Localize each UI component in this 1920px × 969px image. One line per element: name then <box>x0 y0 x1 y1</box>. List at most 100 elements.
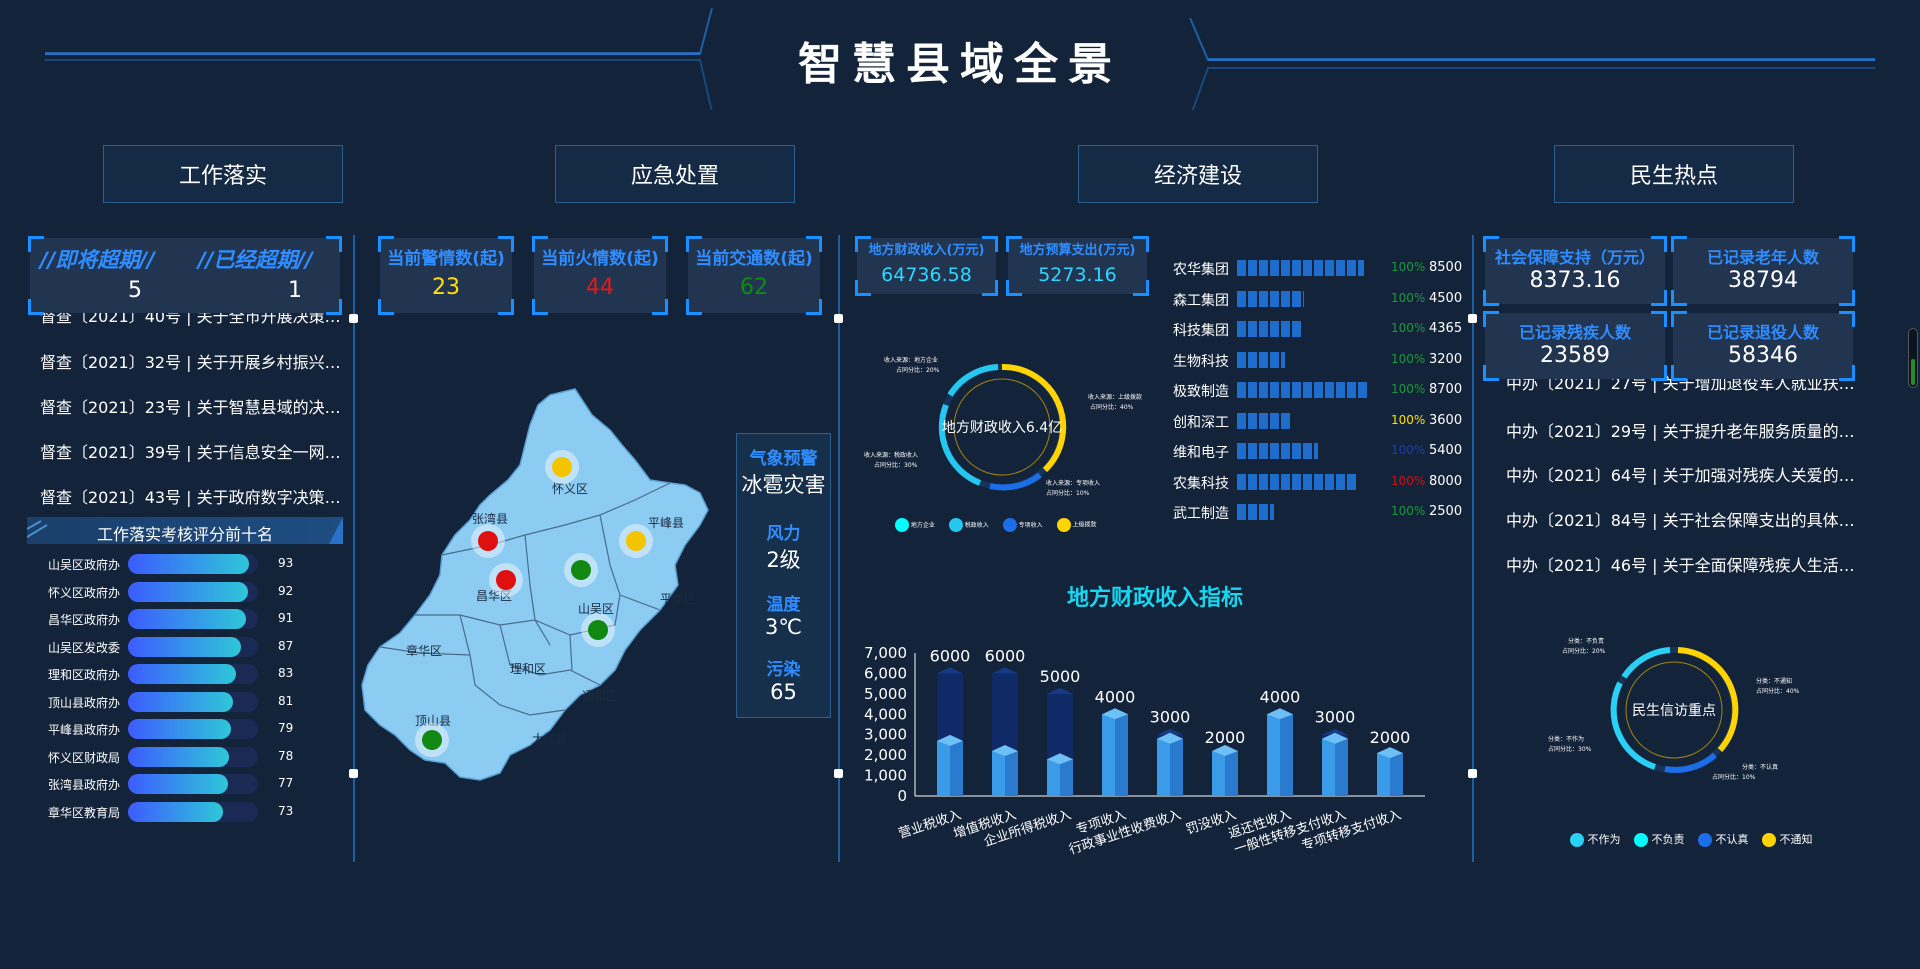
map-marker[interactable] <box>626 531 646 551</box>
bar-data-label: 3000 <box>1150 708 1191 727</box>
x-tick-label: 营业税收入 <box>897 808 963 842</box>
company-bar <box>1237 412 1291 429</box>
doc-item[interactable]: 中办〔2021〕29号 | 关于提升老年服务质量的通... <box>1506 422 1858 441</box>
doc-item[interactable]: 督查〔2021〕32号 | 关于开展乡村振兴的... <box>40 353 350 372</box>
revenue-donut-legend: 地方企业 税政收入 专项收入 上级拨款 <box>895 518 1115 534</box>
ranking-name: 山吴区发改委 <box>48 640 121 655</box>
ranking-name: 张湾县政府办 <box>48 778 121 792</box>
bar-front <box>1322 738 1335 796</box>
due-soon-label: //即将超期// <box>40 248 155 272</box>
company-row: 生物科技 100% 3200 <box>1173 349 1463 371</box>
ranking-name: 昌华区政府办 <box>48 613 121 627</box>
bar-front-top <box>1322 732 1348 744</box>
doc-item[interactable]: 中办〔2021〕64号 | 关于加强对残疾人关爱的社... <box>1506 466 1858 485</box>
donut-note: 分类：不通知 <box>1756 678 1793 685</box>
company-value: 8500 <box>1429 260 1463 275</box>
ranking-row: 山吴区发改委 87 <box>48 636 308 657</box>
legend-label: 上级拨款 <box>1072 521 1097 529</box>
bar-front-top <box>1047 753 1073 765</box>
y-tick-label: 3,000 <box>864 726 907 744</box>
tab-economy[interactable]: 经济建设 <box>1078 145 1318 203</box>
divider <box>353 235 355 862</box>
tab-livelihood[interactable]: 民生热点 <box>1554 145 1794 203</box>
company-bar <box>1237 382 1367 398</box>
map-marker[interactable] <box>552 457 572 477</box>
bar-front-side <box>1005 751 1018 796</box>
donut-note: 收入来源：地方企业 <box>884 357 939 364</box>
company-value: 8700 <box>1429 382 1463 397</box>
veteran-label: 已记录退役人数 <box>1706 323 1819 342</box>
map-label: 山吴区 <box>578 602 614 616</box>
ranking-bar <box>128 664 236 684</box>
elderly-label: 已记录老年人数 <box>1706 248 1819 267</box>
doc-item[interactable]: 中办〔2021〕84号 | 关于社会保障支出的具体落... <box>1506 511 1858 530</box>
bar-front <box>1047 759 1060 796</box>
legend-label: 专项收入 <box>1018 521 1043 529</box>
bar-front <box>1267 714 1280 796</box>
ranking-score: 73 <box>278 803 294 818</box>
police-label: 当前警情数(起) <box>387 249 505 269</box>
company-name: 农华集团 <box>1173 262 1229 278</box>
bar-front <box>992 751 1005 796</box>
donut-note: 分类：不作为 <box>1548 736 1585 743</box>
company-name: 生物科技 <box>1173 353 1229 370</box>
legend-dot <box>1634 833 1648 847</box>
bar-front-top <box>1212 745 1238 757</box>
tab-label: 民生热点 <box>1629 164 1718 189</box>
donut-note: 占同分比：10% <box>1046 490 1090 497</box>
company-value: 3200 <box>1429 351 1463 367</box>
county-map[interactable]: 怀义区 平峰县 张湾县 昌华区 山吴区 平华区 章华区 理和区 通和区 顶山县 … <box>360 385 740 795</box>
ranking-bar <box>128 774 229 794</box>
company-pct: 100% <box>1391 351 1426 366</box>
map-marker[interactable] <box>588 620 608 640</box>
y-tick-label: 4,000 <box>864 705 907 723</box>
bar-back-top <box>937 667 963 674</box>
pollution-label: 污染 <box>766 660 801 680</box>
ranking-track <box>128 581 258 602</box>
donut-note: 占同分比：20% <box>1562 648 1606 655</box>
map-marker[interactable] <box>422 730 442 750</box>
disabled-value: 23589 <box>1540 343 1610 368</box>
ranking-track <box>128 774 258 794</box>
y-tick-label: 0 <box>897 787 907 805</box>
divider-node <box>349 769 358 778</box>
divider <box>1472 235 1474 862</box>
map-markers <box>415 450 653 757</box>
tab-emergency[interactable]: 应急处置 <box>555 145 795 203</box>
company-pct: 100% <box>1391 260 1426 274</box>
map-marker[interactable] <box>496 570 516 590</box>
doc-item[interactable]: 中办〔2021〕46号 | 关于全面保障残疾人生活质... <box>1506 556 1858 575</box>
ranking-bar <box>128 719 231 739</box>
livelihood-donut: 民生信访重点 <box>1610 647 1739 773</box>
bar-front-top <box>937 734 963 746</box>
donut-note: 收入来源：专项收入 <box>1046 480 1101 487</box>
donut-segment <box>938 403 982 486</box>
veteran-stat: 已记录退役人数 58346 <box>1671 311 1855 381</box>
map-marker[interactable] <box>478 531 498 551</box>
doc-item[interactable]: 督查〔2021〕23号 | 关于智慧县域的决策... <box>40 398 350 417</box>
doc-item[interactable]: 督查〔2021〕43号 | 关于政府数字决策的... <box>40 488 350 507</box>
doc-item[interactable]: 督查〔2021〕39号 | 关于信息安全一网通... <box>40 443 350 462</box>
ranking-bar <box>128 554 249 574</box>
legend-dot <box>948 518 963 532</box>
scroll-indicator[interactable] <box>1908 328 1918 388</box>
legend-dot <box>1698 833 1712 847</box>
police-stat: 当前警情数(起) 23 <box>378 236 514 315</box>
bar-data-label: 5000 <box>1040 667 1081 686</box>
company-row: 农集科技 100% 8000 <box>1173 471 1463 493</box>
header-decoration <box>45 7 1875 110</box>
bar-front <box>1157 738 1170 796</box>
tab-work[interactable]: 工作落实 <box>103 145 343 203</box>
ranking-score: 83 <box>278 666 294 680</box>
map-marker[interactable] <box>571 560 591 580</box>
company-name: 维和电子 <box>1173 445 1229 461</box>
page-title: 智慧县域全景 <box>798 39 1122 90</box>
bar-front-side <box>1335 738 1348 796</box>
ranking-name: 怀义区政府办 <box>48 585 121 600</box>
bar-front <box>1212 751 1225 796</box>
company-pct: 100% <box>1391 412 1426 427</box>
y-tick-label: 6,000 <box>864 664 907 682</box>
bar-front-side <box>1115 714 1128 796</box>
veteran-value: 58346 <box>1728 343 1798 368</box>
ranking-track <box>128 746 258 767</box>
